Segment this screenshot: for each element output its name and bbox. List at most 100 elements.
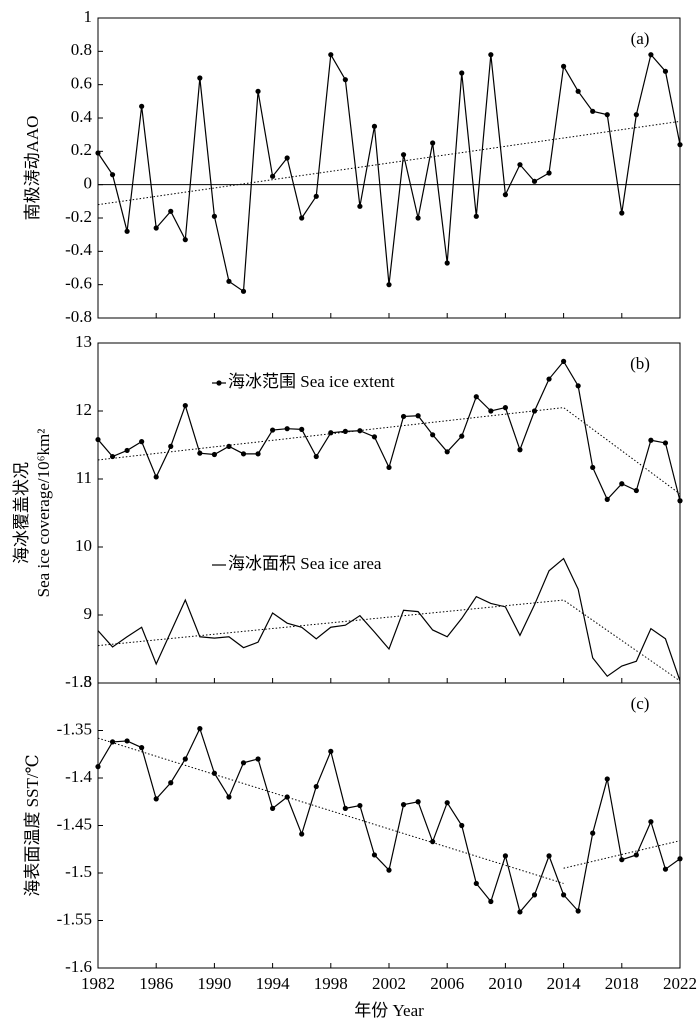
y-tick-label: -0.4 <box>65 240 92 259</box>
data-point <box>124 738 130 744</box>
data-point <box>604 496 610 502</box>
trend-line <box>563 840 681 869</box>
data-point <box>240 288 247 294</box>
data-point <box>473 213 479 219</box>
data-point <box>357 203 363 209</box>
data-point <box>342 77 348 83</box>
x-tick-label: 1982 <box>81 974 115 993</box>
data-point <box>386 867 392 873</box>
data-point <box>299 831 305 837</box>
x-tick-label: 1998 <box>314 974 348 993</box>
y-tick-label: 0.6 <box>71 74 92 93</box>
data-point <box>197 726 203 732</box>
data-point <box>633 852 639 858</box>
data-point <box>517 447 523 453</box>
data-point <box>270 805 276 812</box>
data-point <box>342 805 348 812</box>
y-axis-label: 南极涛动AAO <box>23 116 42 221</box>
y-tick-label: 10 <box>75 536 92 555</box>
data-point <box>619 857 625 863</box>
legend-label: 海冰面积 Sea ice area <box>228 554 382 573</box>
data-point <box>604 112 610 118</box>
trend-line <box>97 120 681 206</box>
plot-frame <box>97 342 681 684</box>
data-point <box>211 213 217 219</box>
data-point <box>197 450 203 456</box>
panel-label: (c) <box>631 694 650 713</box>
data-point <box>488 898 494 905</box>
data-point <box>677 856 683 862</box>
data-point <box>313 193 319 199</box>
data-point <box>299 426 305 432</box>
data-point <box>168 443 174 449</box>
data-point <box>284 426 290 432</box>
data-point <box>662 440 669 446</box>
data-point <box>400 152 407 158</box>
data-point <box>371 852 378 858</box>
data-point <box>677 498 683 504</box>
data-point <box>517 909 523 915</box>
x-tick-label: 2010 <box>488 974 522 993</box>
data-point <box>182 756 188 762</box>
data-point <box>153 225 159 231</box>
data-point <box>328 748 334 755</box>
x-tick-label: 2014 <box>547 974 582 993</box>
data-point <box>109 739 116 745</box>
data-point <box>139 103 145 109</box>
data-point <box>313 453 319 460</box>
data-point <box>444 260 450 266</box>
y-tick-label: 1 <box>84 7 93 26</box>
trend-line <box>97 599 681 682</box>
data-point <box>444 449 450 455</box>
data-point <box>168 780 174 786</box>
legend-marker <box>216 380 222 386</box>
x-tick-label: 2006 <box>430 974 464 993</box>
data-point <box>502 192 508 198</box>
data-point <box>313 783 319 790</box>
data-point <box>255 88 261 94</box>
data-point <box>648 819 654 825</box>
data-point <box>299 215 305 221</box>
data-point <box>270 173 276 179</box>
data-point <box>444 800 450 806</box>
data-point <box>473 880 479 887</box>
data-point <box>604 776 610 782</box>
data-point <box>575 88 581 94</box>
data-point <box>270 427 276 433</box>
data-point <box>590 464 596 471</box>
plot-frame <box>97 682 681 969</box>
data-point <box>182 402 188 409</box>
data-point <box>139 439 145 445</box>
y-axis-label: Sea ice coverage/10⁶km² <box>34 429 53 598</box>
y-tick-label: -1.4 <box>65 767 92 786</box>
data-point <box>488 52 494 58</box>
data-point <box>124 228 130 234</box>
data-point <box>590 830 596 836</box>
x-tick-label: 2022 <box>663 974 697 993</box>
data-point <box>546 853 552 859</box>
panel-label: (a) <box>631 29 650 48</box>
data-point <box>488 408 494 414</box>
y-tick-label: -1.6 <box>65 957 92 976</box>
y-tick-label: 0.2 <box>71 140 92 159</box>
data-point <box>561 63 567 69</box>
data-point <box>531 892 538 898</box>
y-tick-label: -0.8 <box>65 307 92 326</box>
data-point <box>473 394 479 400</box>
x-tick-label: 2002 <box>372 974 406 993</box>
data-point <box>531 178 538 184</box>
data-point <box>95 150 101 156</box>
y-tick-label: 11 <box>76 468 92 487</box>
y-tick-label: -1.35 <box>57 719 92 738</box>
data-point <box>139 745 145 751</box>
panel-label: (b) <box>630 354 650 373</box>
data-point <box>619 481 625 487</box>
data-point <box>109 453 116 460</box>
data-point <box>502 405 508 411</box>
data-point <box>255 756 261 762</box>
data-point <box>197 75 203 81</box>
data-point <box>619 210 625 216</box>
data-line <box>97 52 681 293</box>
data-point <box>415 799 421 805</box>
data-point <box>95 436 101 443</box>
